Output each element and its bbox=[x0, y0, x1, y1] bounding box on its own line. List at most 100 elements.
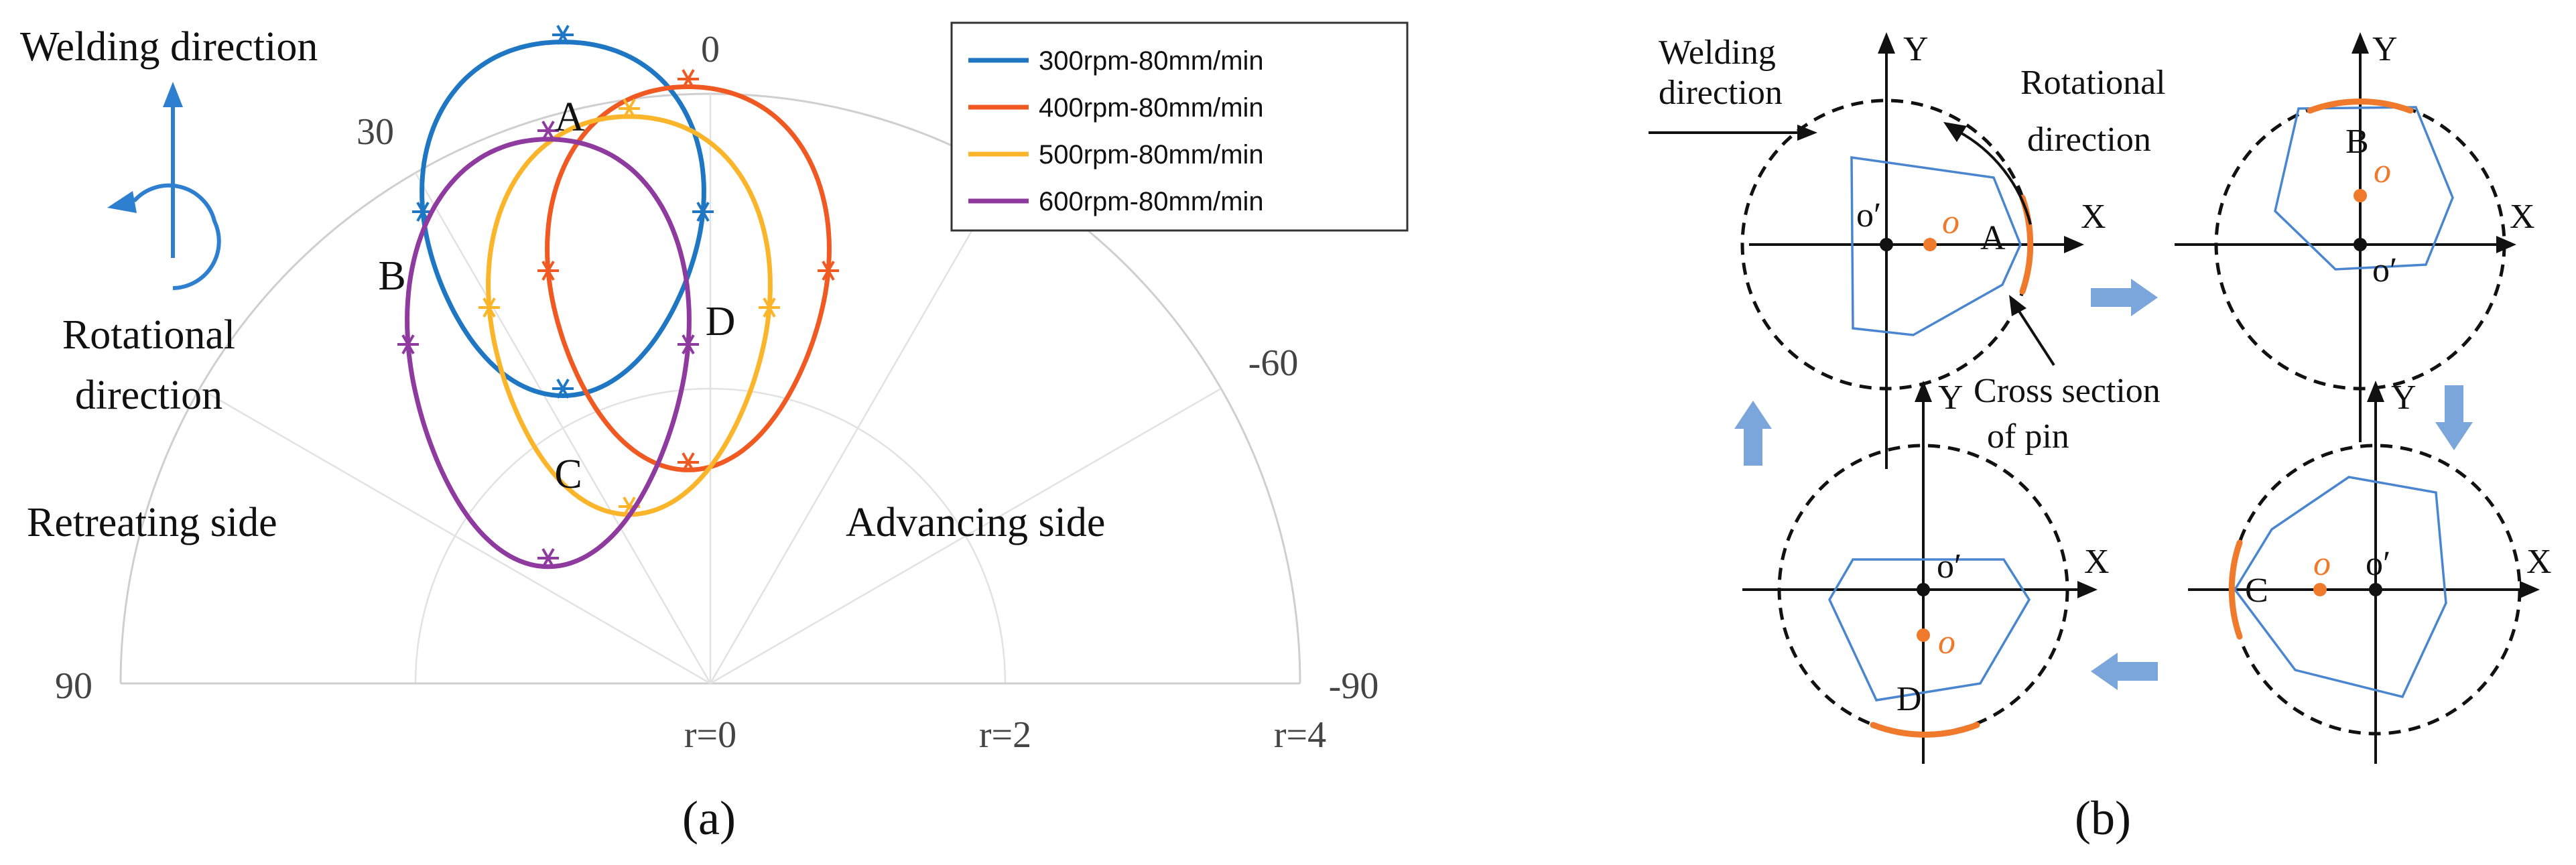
series-point-400rpm-80mm-min-1 bbox=[678, 69, 699, 89]
cross-section-b-2: of pin bbox=[1987, 417, 2069, 456]
point-label-b: B bbox=[378, 253, 405, 299]
rotation-arrow-icon bbox=[107, 183, 221, 290]
radius-tick-2: r=2 bbox=[979, 714, 1031, 756]
point-label-c: C bbox=[554, 452, 582, 497]
series-point-300rpm-80mm-min-0 bbox=[692, 202, 714, 222]
angle-tick-m90: -90 bbox=[1329, 665, 1379, 707]
state-d-x-label: X bbox=[2084, 543, 2110, 581]
state-b-x-label: X bbox=[2510, 198, 2535, 236]
rotational-direction-b-1: Rotational bbox=[2020, 64, 2166, 102]
legend-items: 300rpm-80mm/min 400rpm-80mm/min 500rpm-80m… bbox=[968, 46, 1264, 216]
welding-direction-arrow-icon bbox=[163, 82, 183, 258]
state-d-pin-section bbox=[1828, 558, 2031, 702]
flow-arrow-left-icon bbox=[2091, 653, 2158, 690]
legend-label-300rpm-80mm-min: 300rpm-80mm/min bbox=[1039, 46, 1264, 76]
state-a-letter: A bbox=[1980, 219, 2006, 257]
series-point-600rpm-80mm-min-3 bbox=[537, 548, 559, 568]
series-point-300rpm-80mm-min-3 bbox=[552, 379, 574, 399]
state-d-y-label: Y bbox=[1938, 379, 1963, 417]
state-a-o-prime-label: o′ bbox=[1856, 196, 1881, 235]
state-a-x-label: X bbox=[2081, 198, 2106, 236]
state-d-o-prime-label: o′ bbox=[1937, 547, 1961, 586]
grid-spoke-60 bbox=[199, 387, 711, 685]
rotational-direction-label-1: Rotational bbox=[62, 312, 235, 358]
angle-tick-0: 0 bbox=[701, 29, 720, 70]
state-a-x-arrow-icon bbox=[2064, 236, 2084, 253]
state-b-x-arrow-icon bbox=[2496, 236, 2516, 253]
state-c-letter: C bbox=[2245, 572, 2268, 610]
legend-label-400rpm-80mm-min: 400rpm-80mm/min bbox=[1039, 93, 1264, 123]
state-c-o-prime-label: o′ bbox=[2366, 545, 2390, 583]
series-point-600rpm-80mm-min-1 bbox=[537, 121, 559, 141]
caption-b: (b) bbox=[2075, 791, 2131, 845]
state-b-o-dot bbox=[2354, 189, 2367, 202]
state-c-o-dot bbox=[2313, 583, 2327, 596]
state-b-diagram: o′ o B X Y bbox=[2175, 30, 2535, 442]
state-c-x-label: X bbox=[2526, 543, 2552, 581]
angle-tick-90: 90 bbox=[55, 665, 92, 707]
point-label-a: A bbox=[555, 94, 585, 140]
state-c-pin-section bbox=[2233, 476, 2447, 699]
point-label-d: D bbox=[706, 299, 736, 344]
legend-label-500rpm-80mm-min: 500rpm-80mm/min bbox=[1039, 140, 1264, 170]
radius-tick-4: r=4 bbox=[1274, 714, 1326, 756]
state-a-y-arrow-icon bbox=[1878, 32, 1895, 54]
legend: 300rpm-80mm/min 400rpm-80mm/min 500rpm-80m… bbox=[950, 21, 1409, 232]
state-d-letter: D bbox=[1896, 680, 1922, 718]
retreating-side-label: Retreating side bbox=[27, 500, 277, 545]
state-c-x-arrow-icon bbox=[2520, 581, 2540, 598]
state-c-o-label: o bbox=[2313, 545, 2331, 583]
state-b-y-label: Y bbox=[2372, 30, 2398, 68]
grid-spoke-m30 bbox=[709, 172, 1007, 684]
flow-arrow-right-icon bbox=[2091, 279, 2158, 316]
panel-a: 0 30 -60 90 -90 r=0 r=2 r=4 A B C D Weld… bbox=[20, 21, 1409, 845]
rotational-direction-label-2: direction bbox=[75, 373, 222, 418]
state-b-y-arrow-icon bbox=[2352, 32, 2369, 54]
cross-section-b-arrow-icon bbox=[2009, 295, 2055, 367]
legend-box bbox=[950, 21, 1409, 232]
grid-spoke-m60 bbox=[710, 387, 1222, 685]
state-d-diagram: o′ o D X Y bbox=[1742, 379, 2110, 764]
panel-b: o′ o A X Y Welding direction Rotational … bbox=[1649, 30, 2552, 845]
state-b-o-label: o bbox=[2374, 152, 2391, 190]
state-c-diagram: o′ o C X Y bbox=[2188, 379, 2552, 764]
state-c-o-prime-dot bbox=[2369, 583, 2382, 596]
polar-grid bbox=[119, 92, 1301, 685]
series-point-500rpm-80mm-min-1 bbox=[619, 98, 640, 119]
series-point-400rpm-80mm-min-2 bbox=[537, 261, 559, 281]
state-d-o-dot bbox=[1917, 628, 1930, 642]
state-a-o-label: o bbox=[1942, 203, 1959, 241]
angle-tick-m60: -60 bbox=[1248, 342, 1299, 384]
state-d-contact-arc bbox=[1870, 722, 1980, 738]
state-c-y-arrow-icon bbox=[2367, 381, 2384, 402]
state-a-o-prime-dot bbox=[1880, 238, 1893, 251]
state-b-letter: B bbox=[2345, 123, 2369, 161]
series-point-600rpm-80mm-min-0 bbox=[678, 334, 699, 354]
state-d-o-label: o bbox=[1938, 623, 1955, 661]
state-d-y-arrow-icon bbox=[1915, 381, 1932, 402]
rotation-b-arrow-icon bbox=[1943, 122, 2032, 225]
welding-direction-label: Welding direction bbox=[20, 24, 318, 70]
series-point-500rpm-80mm-min-2 bbox=[478, 297, 500, 318]
advancing-side-label: Advancing side bbox=[846, 500, 1105, 545]
state-a-y-label: Y bbox=[1903, 30, 1929, 68]
welding-direction-b-2: direction bbox=[1659, 74, 1783, 112]
state-a-pin-section bbox=[1850, 155, 2022, 336]
grid-spoke-30 bbox=[414, 172, 712, 684]
flow-arrow-up-icon bbox=[1734, 401, 1772, 466]
state-a-o-dot bbox=[1923, 238, 1937, 251]
welding-direction-b-arrow-icon bbox=[1649, 125, 1817, 141]
series-point-300rpm-80mm-min-1 bbox=[552, 25, 574, 45]
legend-label-600rpm-80mm-min: 600rpm-80mm/min bbox=[1039, 187, 1264, 216]
rotational-direction-b-2: direction bbox=[2027, 121, 2151, 159]
state-b-pin-section bbox=[2274, 106, 2454, 271]
series-point-400rpm-80mm-min-3 bbox=[678, 452, 699, 472]
cross-section-b-1: Cross section bbox=[1974, 372, 2161, 410]
state-b-contact-arc bbox=[2307, 98, 2414, 114]
series-point-400rpm-80mm-min-0 bbox=[818, 261, 839, 281]
caption-a: (a) bbox=[682, 791, 736, 845]
series-layer bbox=[397, 25, 839, 570]
state-d-x-arrow-icon bbox=[2077, 581, 2098, 598]
welding-direction-b-1: Welding bbox=[1659, 34, 1776, 72]
